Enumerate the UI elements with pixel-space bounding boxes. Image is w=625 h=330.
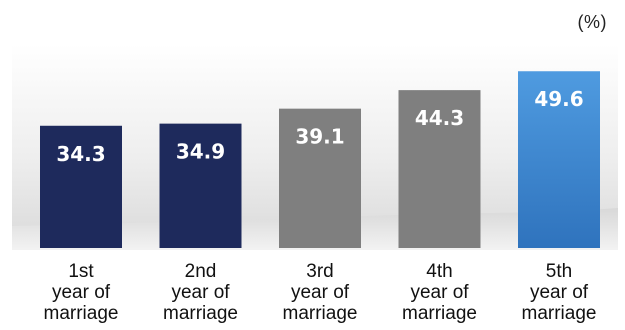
bar-value-label-2: 34.9 <box>176 140 225 164</box>
bar-1 <box>40 125 122 248</box>
category-label-line: marriage <box>163 303 238 324</box>
bar-2 <box>159 123 242 248</box>
bar-value-label-3: 39.1 <box>295 125 344 149</box>
bar-4 <box>398 90 481 248</box>
category-label-line: year of <box>529 282 589 303</box>
category-label-line: year of <box>290 282 350 303</box>
category-label-line: 5th <box>545 261 573 282</box>
bar-value-label-1: 34.3 <box>56 142 105 166</box>
bar-3 <box>279 108 361 248</box>
unit-label: (%) <box>577 12 607 32</box>
category-label-line: 4th <box>426 261 453 282</box>
bar-value-label-4: 44.3 <box>415 106 464 130</box>
category-label-line: marriage <box>402 303 477 324</box>
category-label-line: marriage <box>282 303 358 324</box>
category-label-1: 1st year of marriage <box>21 261 141 324</box>
category-label-line: year of <box>410 282 469 303</box>
category-label-2: 2nd year of marriage <box>141 261 261 324</box>
category-label-line: 1st <box>68 261 94 282</box>
category-label-line: marriage <box>43 303 119 324</box>
category-label-line: 3rd <box>306 261 334 282</box>
category-label-5: 5th year of marriage <box>499 261 619 324</box>
category-label-line: year of <box>51 282 111 303</box>
bar-value-label-5: 49.6 <box>534 87 583 111</box>
category-label-4: 4th year of marriage <box>380 261 500 324</box>
category-label-line: marriage <box>521 303 597 324</box>
bar-5 <box>518 71 600 248</box>
category-label-3: 3rd year of marriage <box>260 261 380 324</box>
category-label-line: 2nd <box>184 261 217 282</box>
category-label-line: year of <box>171 282 230 303</box>
